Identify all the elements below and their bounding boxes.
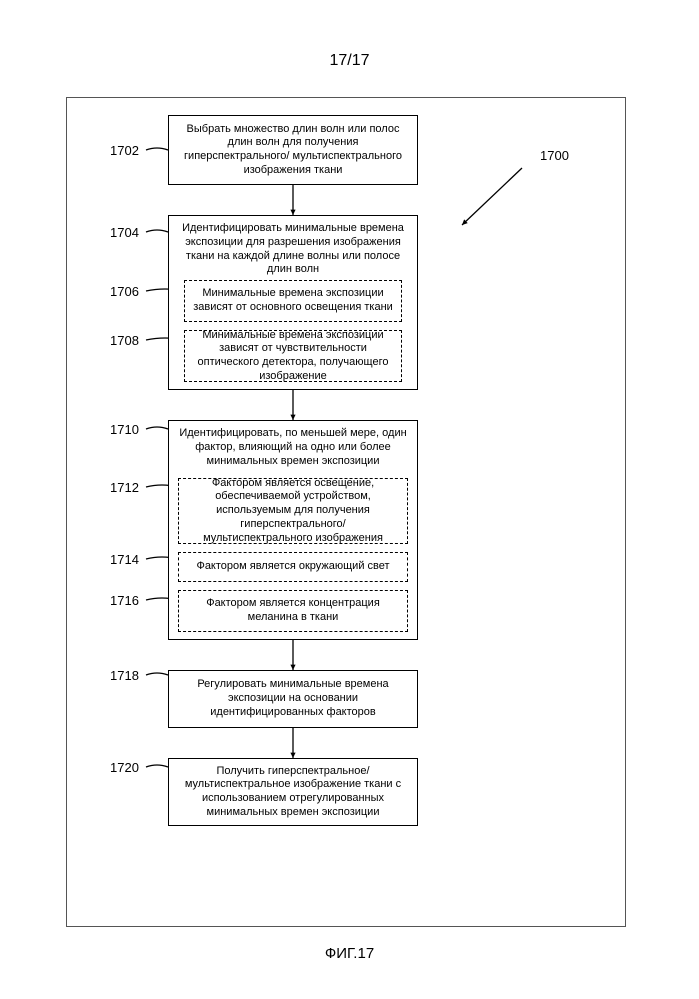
ref-1708: 1708 <box>110 333 139 348</box>
ref-1716: 1716 <box>110 593 139 608</box>
ref-1718: 1718 <box>110 668 139 683</box>
ref-1710: 1710 <box>110 422 139 437</box>
ref-1714: 1714 <box>110 552 139 567</box>
substep-1712-device-illumination: Фактором является освещение, обеспечивае… <box>178 478 408 544</box>
step-1720-acquire-image: Получить гиперспектральное/мультиспектра… <box>168 758 418 826</box>
substep-1708-detector-sensitivity: Минимальные времена экспозиции зависят о… <box>184 330 402 382</box>
figure-label: ФИГ.17 <box>0 945 699 962</box>
ref-1720: 1720 <box>110 760 139 775</box>
page-number: 17/17 <box>0 52 699 70</box>
ref-1704: 1704 <box>110 225 139 240</box>
ref-1706: 1706 <box>110 284 139 299</box>
step-1702-select-wavelengths: Выбрать множество длин волн или полос дл… <box>168 115 418 185</box>
step-1710-text: Идентифицировать, по меньшей мере, один … <box>177 427 409 468</box>
ref-1712: 1712 <box>110 480 139 495</box>
diagram-canvas: 17/17 Выбрать множество длин волн или по… <box>0 0 699 999</box>
ref-1702: 1702 <box>110 143 139 158</box>
substep-1706-lighting-dependency: Минимальные времена экспозиции зависят о… <box>184 280 402 322</box>
step-1718-adjust-exposure: Регулировать минимальные времена экспози… <box>168 670 418 728</box>
step-1704-text: Идентифицировать минимальные времена экс… <box>177 222 409 277</box>
ref-1700-diagram: 1700 <box>540 148 569 163</box>
substep-1716-melanin: Фактором является концентрация меланина … <box>178 590 408 632</box>
substep-1714-ambient-light: Фактором является окружающий свет <box>178 552 408 582</box>
